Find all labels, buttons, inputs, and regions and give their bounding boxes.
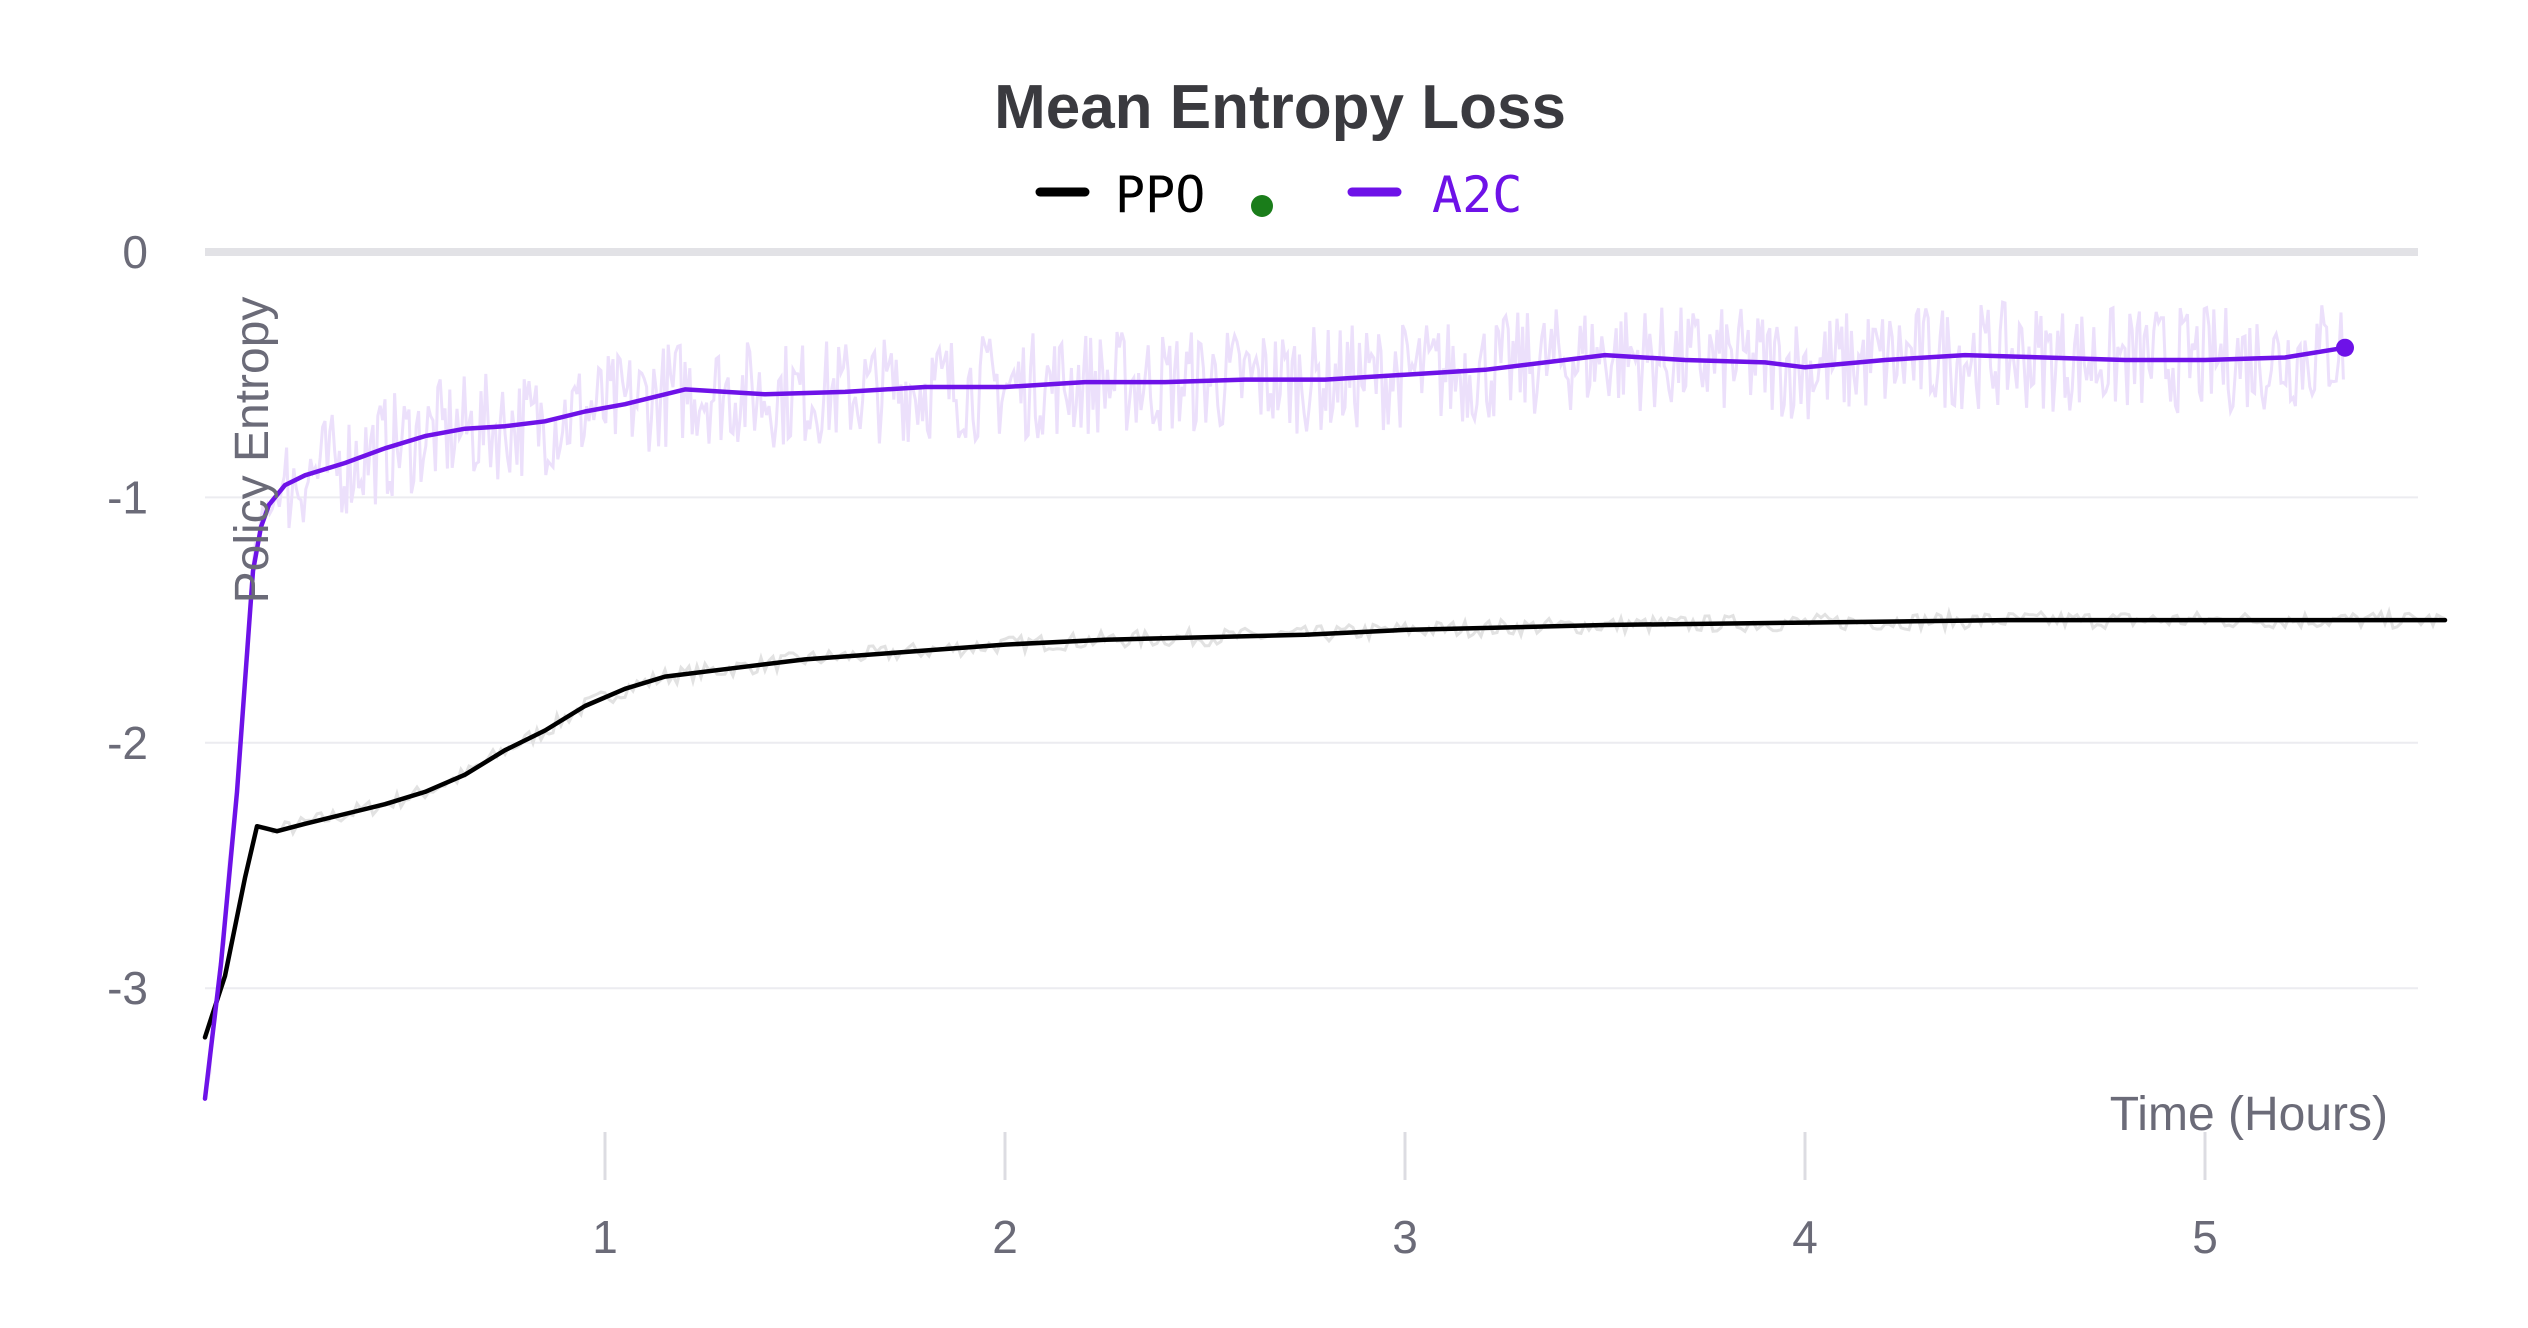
x-tick-label: 1 bbox=[592, 1211, 618, 1263]
series-line-ppo[interactable] bbox=[202, 617, 2448, 1040]
x-tick-label: 2 bbox=[992, 1211, 1018, 1263]
series-end-point-a2c[interactable] bbox=[2336, 338, 2354, 357]
x-tick-label: 3 bbox=[1392, 1211, 1418, 1263]
y-tick-label: -3 bbox=[107, 962, 148, 1014]
series-layer bbox=[202, 338, 2448, 1101]
axes: 0 -1 -2 -3 1 2 3 4 5 bbox=[107, 226, 2218, 1263]
y-tick-label: 0 bbox=[122, 226, 148, 278]
chart-title: Mean Entropy Loss bbox=[994, 73, 1566, 142]
raw-trace-ppo bbox=[203, 606, 2446, 1041]
y-tick-label: -1 bbox=[107, 471, 148, 523]
series-line-a2c[interactable] bbox=[202, 345, 2348, 1101]
y-tick-label: -2 bbox=[107, 717, 148, 769]
raw-trace-a2c bbox=[204, 300, 2345, 1087]
y-axis-label: Policy Entropy bbox=[226, 297, 279, 604]
grid bbox=[205, 248, 2418, 990]
legend[interactable]: PPO A2C bbox=[1035, 166, 1522, 224]
x-tick-label: 4 bbox=[1792, 1211, 1818, 1263]
x-tick-label: 5 bbox=[2192, 1211, 2218, 1263]
legend-label-a2c[interactable]: A2C bbox=[1432, 166, 1522, 224]
legend-label-ppo[interactable]: PPO bbox=[1115, 166, 1205, 224]
x-axis-label: Time (Hours) bbox=[2110, 1088, 2388, 1141]
ppo-status-dot bbox=[1251, 195, 1273, 217]
